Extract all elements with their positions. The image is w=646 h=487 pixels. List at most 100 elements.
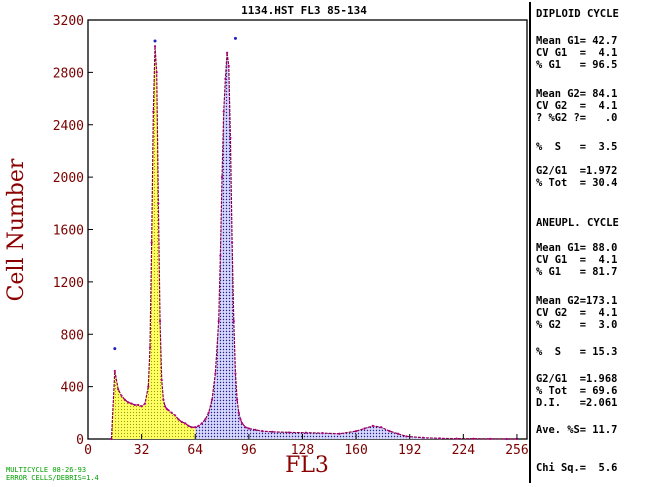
footer-line-1: MULTICYCLE 08-26-93 [6,466,86,474]
data-point [165,407,168,410]
diploid-stat: % G1 = 96.5 [536,59,618,71]
data-point [225,51,229,54]
data-point [194,426,197,429]
data-point [244,426,247,429]
aneuploid-stat: % S = 15.3 [536,346,618,358]
x-tick-label: 96 [241,443,257,458]
data-point [190,426,193,429]
data-point [174,414,177,417]
data-point [170,411,173,414]
data-point [110,437,113,441]
data-point [224,77,227,81]
data-point [155,71,158,74]
x-axis-ticks: 0 32 64 96 128 160 192 224 256 [84,434,529,458]
x-axis-label: FL3 [285,453,329,478]
data-point [422,436,425,439]
data-point [287,431,291,434]
data-point [354,430,358,433]
diploid-stat: ? %G2 ?= .0 [536,112,618,124]
diploid-stat: CV G2 = 4.1 [536,100,618,112]
y-axis-label: Cell Number [4,158,29,301]
data-point [153,45,157,48]
data-point [222,110,225,113]
data-point [239,418,242,421]
data-point [234,372,237,375]
data-point [187,424,190,428]
y-tick-label: 1600 [53,224,84,239]
data-point [120,394,123,397]
aneuploid-stat: Chi Sq.= 5.6 [536,462,618,474]
data-point [405,435,408,438]
data-point [371,424,374,428]
data-point [241,422,244,425]
data-point [396,432,400,435]
x-tick-label: 224 [452,443,476,458]
data-point [304,431,307,434]
data-point [254,428,257,431]
data-point [177,418,180,421]
data-point [472,437,475,440]
x-tick-label: 0 [84,443,92,458]
data-point [388,430,391,433]
aneuploid-stat: Mean G2=173.1 [536,295,618,307]
data-point [147,385,150,388]
data-point [247,427,250,430]
data-point [133,403,137,407]
aneuploid-stat: CV G1 = 4.1 [536,254,618,266]
data-point [204,418,207,421]
data-point [150,241,153,244]
histogram-chart: 1134.HST FL3 85-134 04008001200160020002… [4,4,529,482]
y-axis-ticks: 0 400 800 1200 1600 2000 2400 2800 3200 [53,14,93,448]
peak-marker [233,36,237,40]
data-point [140,405,143,408]
data-point [197,424,200,428]
y-tick-label: 400 [61,381,84,396]
x-tick-label: 64 [187,443,203,458]
data-point [117,388,120,391]
data-point [180,420,183,424]
y-tick-label: 3200 [53,14,84,29]
data-point [261,430,264,433]
aneuploid-stat: D.I. =2.061 [536,397,618,409]
data-point [363,427,366,430]
diploid-heading: DIPLOID CYCLE [536,8,619,20]
statistics-panel: DIPLOID CYCLE Mean G1= 42.7 CV G1 = 4.1 … [529,2,643,483]
data-point [152,110,155,113]
data-point [271,430,274,433]
data-point [143,402,147,405]
data-point [489,437,492,440]
data-point [200,422,204,425]
aneuploid-fill [195,52,517,439]
y-tick-label: 2400 [53,119,84,134]
aneuploid-stat: Mean G1= 88.0 [536,242,618,254]
data-point [214,372,217,375]
aneuploid-stat: % Tot = 69.6 [536,385,618,397]
aneuploid-stat: G2/G1 =1.968 [536,373,618,385]
x-tick-label: 256 [505,443,528,458]
data-point [207,411,210,414]
diploid-stat: Mean G2= 84.1 [536,88,618,100]
data-point [438,437,441,440]
aneuploid-stat: % G2 = 3.0 [536,319,618,331]
data-point [158,320,162,323]
data-point [163,405,167,408]
data-point [321,432,324,435]
diploid-fill [111,46,196,439]
data-point [455,437,458,440]
data-point [237,411,240,414]
data-point [220,176,224,179]
data-point [230,241,234,244]
data-point [137,403,140,407]
data-point [148,346,152,349]
diploid-stat: CV G1 = 4.1 [536,47,618,59]
data-point [123,398,126,401]
data-point [505,437,508,441]
data-point [184,422,187,425]
data-point [210,398,214,401]
x-tick-label: 32 [134,443,150,458]
data-point [162,398,165,401]
peak-marker [113,347,117,351]
diploid-stat: % S = 3.5 [536,141,618,153]
y-tick-label: 2000 [53,171,84,186]
chart-title: 1134.HST FL3 85-134 [241,4,367,17]
